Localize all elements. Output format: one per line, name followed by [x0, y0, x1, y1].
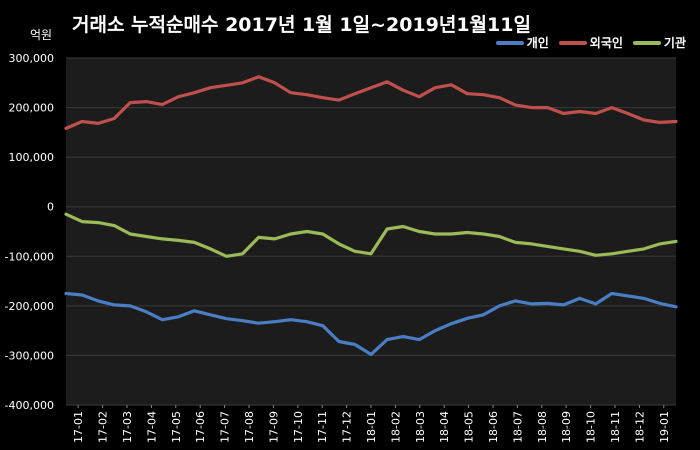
x-tick-label: 19-01 — [658, 411, 671, 443]
x-tick-label: 17-07 — [219, 411, 232, 443]
y-tick-label: 100,000 — [9, 151, 55, 164]
y-tick-label: 300,000 — [9, 52, 55, 65]
x-tick-label: 18-12 — [633, 411, 646, 443]
y-tick-label: -300,000 — [5, 349, 54, 362]
series-line-기관 — [64, 212, 678, 258]
legend-swatch — [495, 40, 524, 45]
x-tick-label: 17-08 — [243, 411, 256, 443]
x-tick-label: 17-11 — [316, 411, 329, 443]
legend-item: 개인 — [495, 34, 549, 51]
x-tick-label: 17-02 — [97, 411, 110, 443]
x-tick-label: 17-09 — [267, 411, 280, 443]
plot-area — [66, 58, 676, 405]
y-tick-label: -100,000 — [5, 250, 54, 263]
legend-swatch — [632, 40, 661, 45]
y-tick-label: -200,000 — [5, 300, 54, 313]
legend-item: 기관 — [632, 34, 686, 51]
legend-label: 기관 — [663, 36, 686, 50]
x-tick-label: 18-04 — [438, 411, 451, 443]
y-tick-label: 200,000 — [9, 102, 55, 115]
x-tick-label: 18-08 — [536, 411, 549, 443]
x-tick-label: 18-06 — [487, 411, 500, 443]
x-tick-label: 18-09 — [560, 411, 573, 443]
legend-item: 외국인 — [558, 34, 623, 51]
x-tick-label: 18-01 — [365, 411, 378, 443]
x-tick-label: 18-11 — [609, 411, 622, 443]
legend: 개인 외국인 기관 — [495, 34, 686, 51]
y-unit-label: 억원 — [30, 28, 53, 42]
x-tick-label: 18-03 — [414, 411, 427, 443]
x-tick-label: 17-01 — [72, 411, 85, 443]
x-tick-label: 17-05 — [170, 411, 183, 443]
y-tick-label: -400,000 — [5, 399, 54, 412]
legend-label: 외국인 — [589, 36, 623, 50]
chart-title: 거래소 누적순매수 2017년 1월 1일~2019년1월11일 — [72, 14, 531, 36]
y-tick-label: 0 — [47, 201, 54, 214]
series-line-외국인 — [64, 75, 678, 130]
x-tick-label: 17-12 — [341, 411, 354, 443]
legend-swatch — [558, 40, 587, 45]
legend-label: 개인 — [526, 36, 549, 50]
x-tick-label: 17-10 — [292, 411, 305, 443]
x-tick-label: 17-03 — [121, 411, 134, 443]
x-tick-label: 17-06 — [194, 411, 207, 443]
x-tick-label: 18-10 — [585, 411, 598, 443]
x-tick-label: 18-05 — [463, 411, 476, 443]
series-line-개인 — [64, 291, 678, 356]
x-tick-label: 18-07 — [511, 411, 524, 443]
x-tick-label: 17-04 — [145, 411, 158, 443]
x-tick-label: 18-02 — [389, 411, 402, 443]
